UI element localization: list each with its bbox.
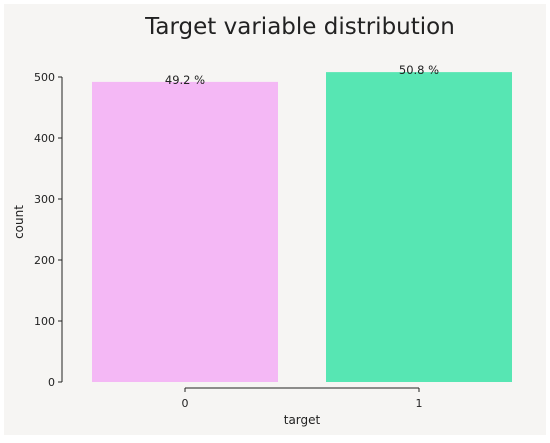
bars <box>92 72 512 383</box>
bar-0 <box>92 81 278 382</box>
x-tick-label: 0 <box>182 397 189 410</box>
chart-title: Target variable distribution <box>144 14 455 40</box>
y-tick-label: 500 <box>34 71 55 84</box>
y-axis: 0 100 200 300 400 500 <box>34 71 63 389</box>
y-tick-label: 300 <box>34 193 55 206</box>
y-tick-label: 400 <box>34 132 55 145</box>
bar-data-label: 50.8 % <box>399 63 439 77</box>
bar-labels: 49.2 % 50.8 % <box>165 63 439 87</box>
bar-1 <box>326 72 512 383</box>
y-tick-label: 0 <box>48 376 55 389</box>
x-tick-label: 1 <box>416 397 423 410</box>
x-axis-label: target <box>284 413 321 427</box>
y-tick-label: 100 <box>34 315 55 328</box>
y-axis-label: count <box>12 205 26 239</box>
y-tick-label: 200 <box>34 254 55 267</box>
bar-data-label: 49.2 % <box>165 73 205 87</box>
